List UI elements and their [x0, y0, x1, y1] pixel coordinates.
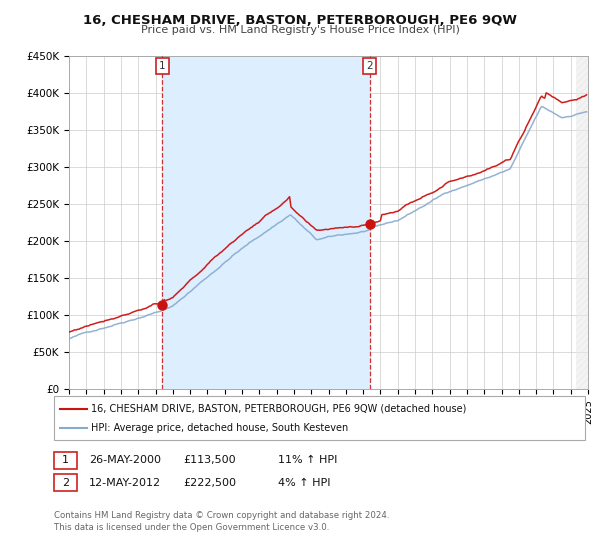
Text: Price paid vs. HM Land Registry's House Price Index (HPI): Price paid vs. HM Land Registry's House … [140, 25, 460, 35]
Text: £222,500: £222,500 [183, 478, 236, 488]
Text: 1: 1 [159, 60, 166, 71]
Bar [163, 56, 370, 389]
Text: HPI: Average price, detached house, South Kesteven: HPI: Average price, detached house, Sout… [91, 423, 349, 432]
Text: 16, CHESHAM DRIVE, BASTON, PETERBOROUGH, PE6 9QW (detached house): 16, CHESHAM DRIVE, BASTON, PETERBOROUGH,… [91, 404, 467, 413]
Text: 26-MAY-2000: 26-MAY-2000 [89, 455, 161, 465]
Text: 4% ↑ HPI: 4% ↑ HPI [278, 478, 331, 488]
Text: Contains HM Land Registry data © Crown copyright and database right 2024.
This d: Contains HM Land Registry data © Crown c… [54, 511, 389, 532]
Text: 2: 2 [62, 478, 69, 488]
Bar [577, 56, 588, 389]
Text: 1: 1 [62, 455, 69, 465]
Text: £113,500: £113,500 [183, 455, 236, 465]
Text: 2: 2 [366, 60, 373, 71]
Text: 12-MAY-2012: 12-MAY-2012 [89, 478, 161, 488]
Text: 16, CHESHAM DRIVE, BASTON, PETERBOROUGH, PE6 9QW: 16, CHESHAM DRIVE, BASTON, PETERBOROUGH,… [83, 14, 517, 27]
Text: 11% ↑ HPI: 11% ↑ HPI [278, 455, 337, 465]
